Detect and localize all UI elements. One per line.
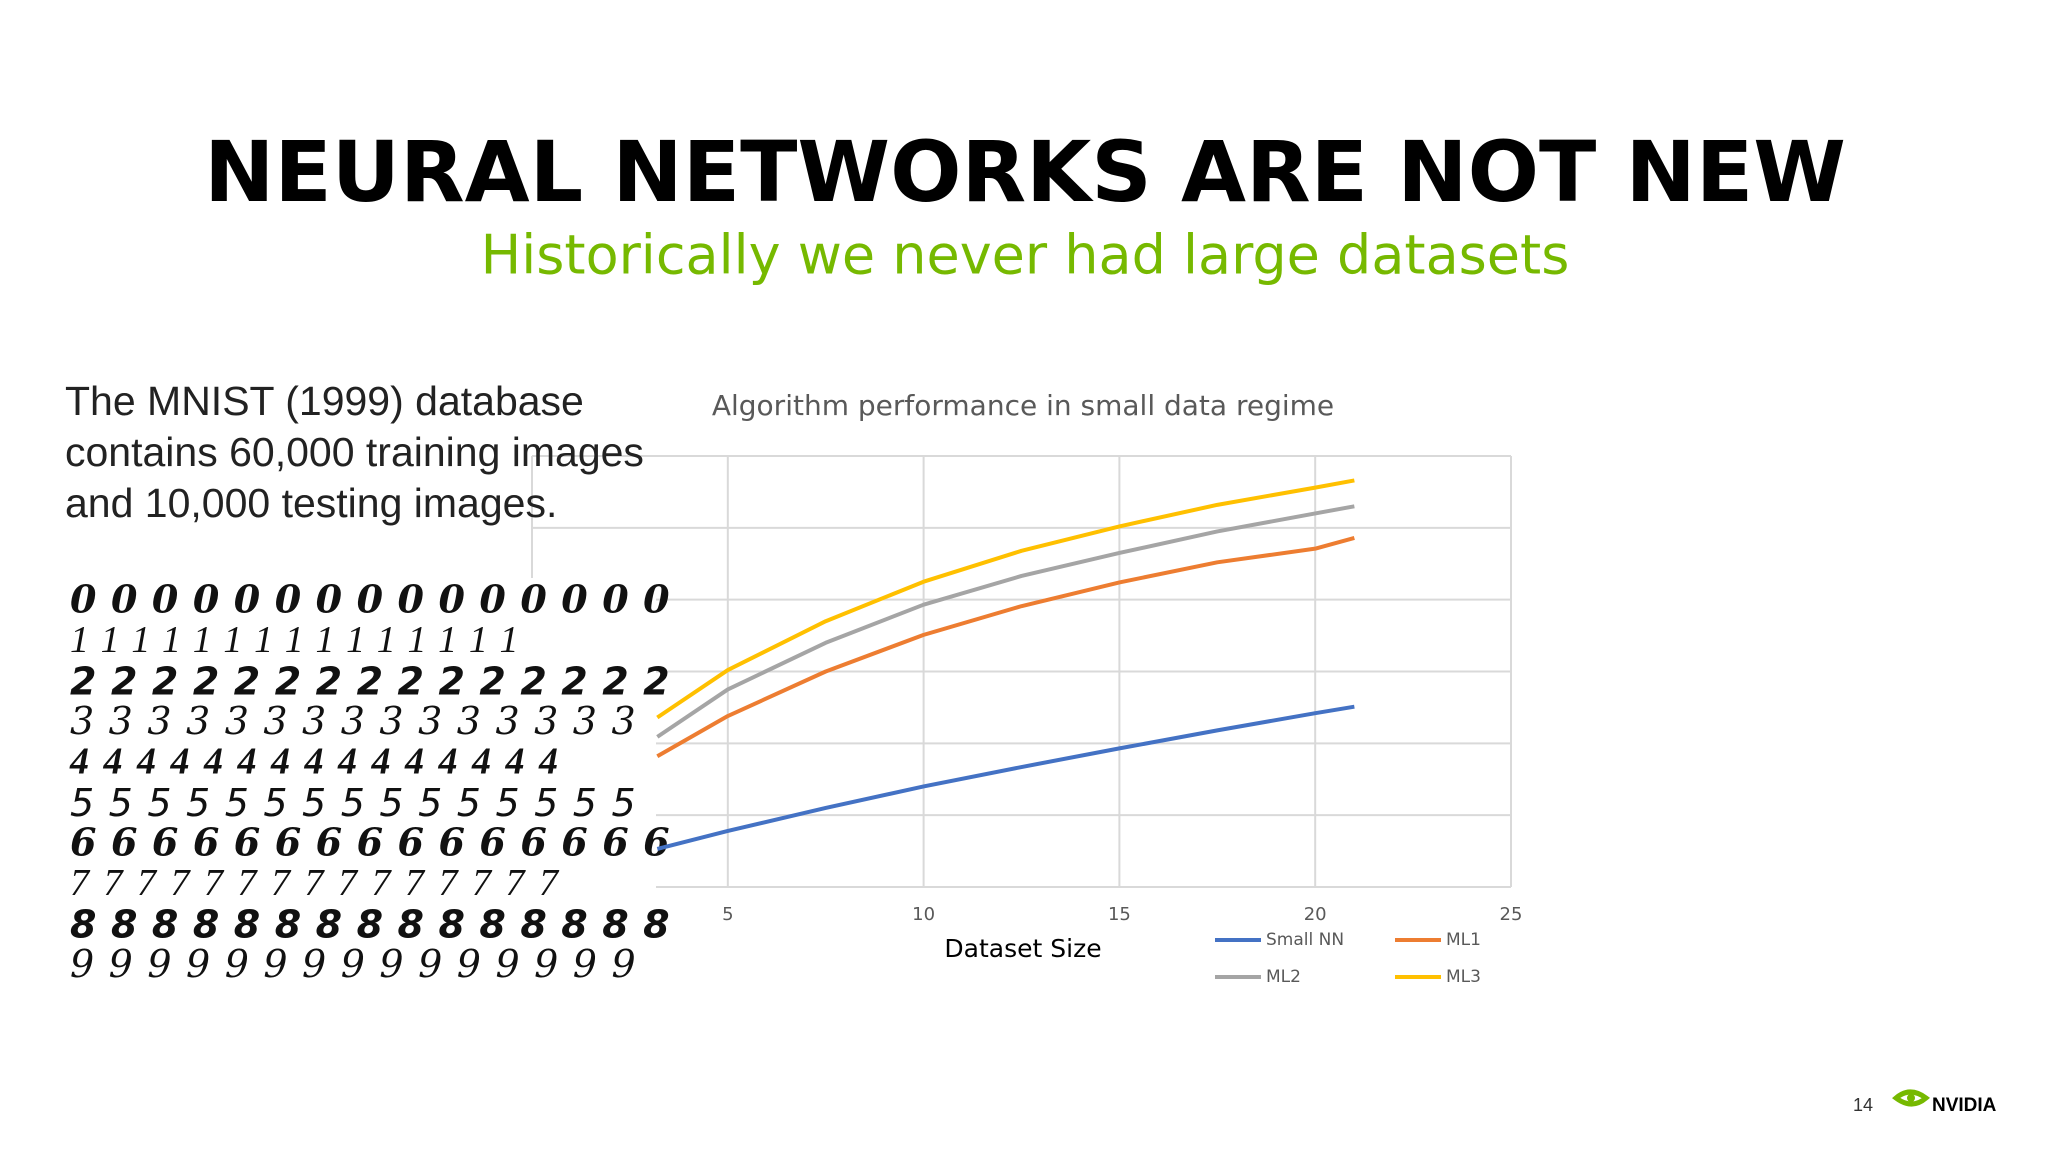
x-tick-label: 20 [1304, 904, 1327, 925]
logo-eye [1892, 1089, 1930, 1107]
mnist-row: 333333333333333 [70, 699, 650, 743]
legend-label: ML2 [1266, 967, 1301, 987]
legend-label: ML1 [1446, 930, 1481, 950]
body-text: The MNIST (1999) database [65, 378, 584, 424]
x-tick-label: 10 [912, 904, 935, 925]
mnist-image [62, 578, 656, 988]
mnist-row: 666666666666666 [70, 820, 684, 865]
x-tick-label: 5 [722, 904, 733, 925]
body-text: and 10,000 testing images. [65, 480, 557, 526]
page-number: 14 [1853, 1095, 1873, 1115]
legend-label: ML3 [1446, 967, 1481, 987]
chart-title: Algorithm performance in small data regi… [712, 389, 1334, 422]
mnist-row: 888888888888888 [70, 903, 684, 947]
slide-subtitle: Historically we never had large datasets [481, 224, 1570, 287]
mnist-row: 999999999999999 [70, 942, 650, 986]
mnist-row: 555555555555555 [70, 781, 650, 825]
line-series [656, 535, 1355, 759]
line-series [656, 704, 1355, 851]
body-text: contains 60,000 training images [65, 429, 644, 475]
legend-label: Small NN [1266, 930, 1344, 950]
logo-text: NVIDIA [1932, 1095, 1997, 1116]
mnist-row: 111111111111111 [70, 619, 533, 661]
mnist-row: 777777777777777 [70, 862, 573, 904]
mnist-row: 222222222222222 [70, 660, 684, 704]
line-series [656, 478, 1355, 720]
mnist-row: 444444444444444 [69, 741, 573, 783]
line-series [656, 504, 1355, 739]
slide-title: NEURAL NETWORKS ARE NOT NEW [204, 123, 1846, 221]
logo-pupil [1907, 1094, 1915, 1102]
x-tick-label: 25 [1500, 904, 1523, 925]
x-axis-label: Dataset Size [944, 934, 1101, 963]
mnist-row: 000000000000000 [70, 577, 684, 622]
x-tick-label: 15 [1108, 904, 1131, 925]
logo: NVIDIA [1892, 1089, 1997, 1116]
